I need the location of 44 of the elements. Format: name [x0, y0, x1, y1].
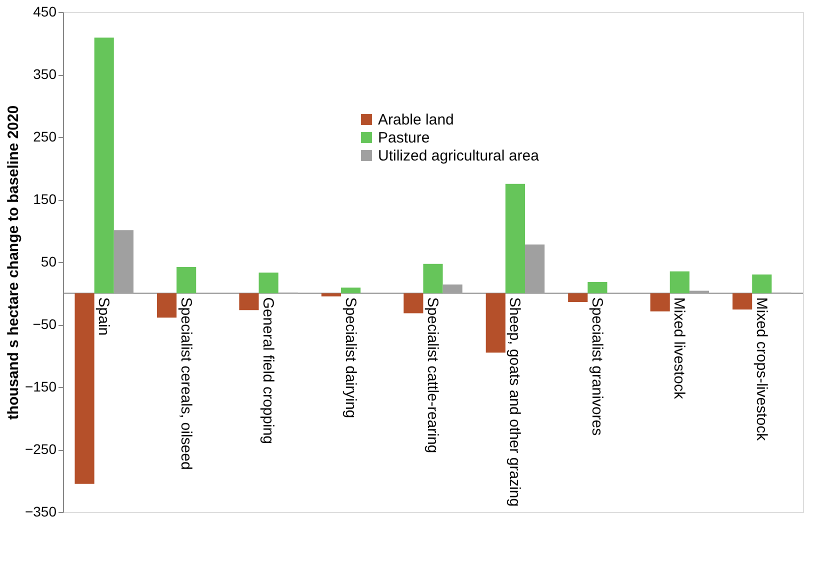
bar: [340, 288, 361, 294]
x-tick-label: Mixed crops-livestock: [752, 297, 770, 442]
x-tick-label: Specialist dairying: [342, 297, 359, 418]
x-tick-label: Specialist granivores: [588, 297, 606, 436]
bar: [505, 184, 526, 294]
y-tick-label: −150: [24, 378, 57, 394]
bar: [74, 293, 94, 484]
bar: [650, 293, 670, 312]
bar: [442, 284, 462, 294]
bar: [176, 267, 196, 294]
bar: [486, 293, 506, 353]
bar: [752, 274, 772, 294]
x-tick-label: Specialist cattle-rearing: [424, 297, 441, 454]
y-axis-title: thousand s hectare change to baseline 2020: [4, 105, 22, 420]
bar: [94, 38, 114, 294]
y-tick-label: 450: [33, 4, 57, 20]
bar: [568, 293, 588, 302]
bar: [423, 264, 443, 294]
bar: [404, 293, 424, 314]
bar: [525, 244, 545, 294]
x-tick-label: Specialist cereals, oilseed: [177, 297, 194, 470]
legend-label: Pasture: [378, 130, 430, 146]
y-tick-label: −50: [32, 316, 57, 332]
bar: [588, 282, 608, 294]
y-tick-label: 150: [33, 191, 57, 207]
legend-label: Arable land: [378, 112, 454, 128]
y-tick-label: −250: [24, 441, 57, 457]
bar: [156, 293, 177, 318]
y-tick-label: 350: [33, 66, 57, 82]
bar: [732, 293, 752, 310]
x-tick-label: Spain: [95, 297, 112, 336]
legend-label: Utilized agricultural area: [378, 148, 540, 164]
x-tick-label: Sheep, goats and other grazing: [506, 297, 524, 507]
bar: [258, 272, 278, 294]
bar: [670, 271, 690, 294]
y-tick-label: 50: [40, 254, 57, 270]
bar: [689, 290, 710, 294]
bar: [114, 230, 134, 294]
y-tick-label: −350: [24, 504, 57, 520]
bar: [321, 293, 341, 296]
y-tick-label: 250: [33, 128, 57, 144]
bar: [239, 293, 259, 310]
x-tick-label: Mixed livestock: [670, 297, 688, 400]
x-tick-label: General field cropping: [260, 297, 277, 444]
